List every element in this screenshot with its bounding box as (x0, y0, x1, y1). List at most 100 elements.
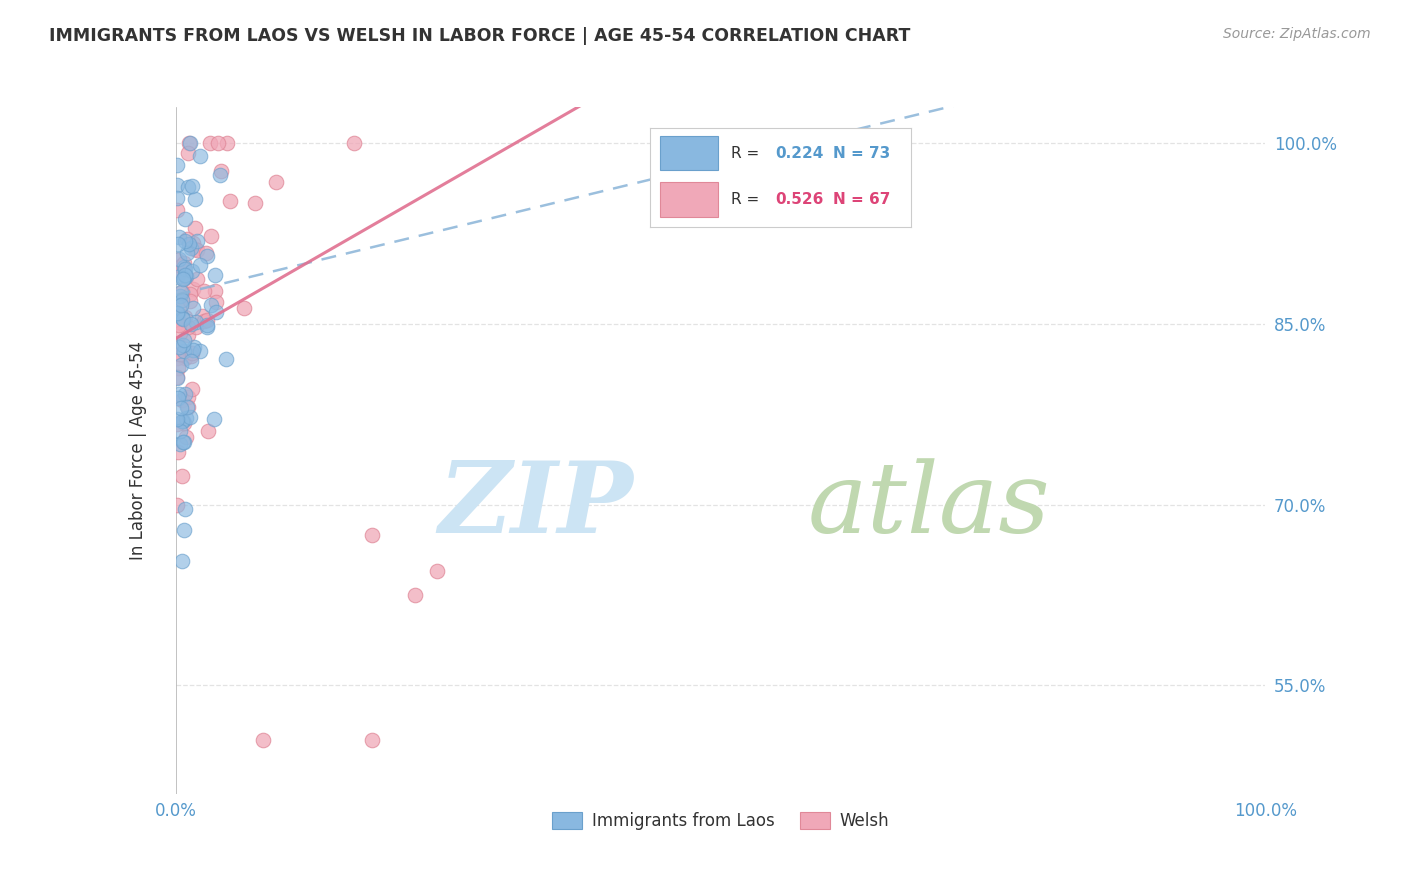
Point (195, 319, 218, 334)
Point (194, 246, 217, 260)
Point (173, 416, 195, 430)
Point (426, 564, 449, 578)
Point (186, 320, 208, 334)
Point (173, 435, 195, 450)
Point (169, 346, 191, 360)
Point (169, 298, 191, 312)
Point (170, 259, 193, 273)
Point (174, 269, 197, 284)
Point (170, 393, 193, 408)
Point (179, 136, 201, 151)
Point (200, 298, 222, 312)
Point (172, 469, 194, 483)
Point (173, 270, 195, 285)
Point (181, 236, 204, 251)
Point (181, 282, 204, 296)
Point (174, 411, 197, 425)
Point (166, 351, 188, 366)
Point (179, 294, 201, 309)
Point (180, 349, 202, 363)
Point (200, 136, 222, 151)
Point (170, 285, 193, 300)
Point (181, 264, 204, 278)
Point (180, 353, 202, 368)
Point (167, 318, 190, 332)
Legend: Immigrants from Laos, Welsh: Immigrants from Laos, Welsh (546, 805, 896, 837)
Point (167, 315, 190, 329)
Point (174, 234, 197, 248)
Point (243, 195, 266, 210)
Point (166, 371, 188, 385)
Point (170, 293, 193, 307)
Point (172, 434, 194, 449)
Point (167, 340, 190, 354)
Point (181, 301, 204, 316)
Point (183, 340, 205, 354)
Point (232, 301, 254, 315)
Point (183, 220, 205, 235)
Point (180, 179, 202, 194)
Point (176, 246, 198, 260)
Text: 0.224: 0.224 (775, 145, 824, 161)
Point (166, 498, 188, 512)
Point (180, 382, 202, 396)
Point (170, 414, 193, 428)
Point (169, 436, 191, 450)
Point (173, 255, 195, 269)
Point (252, 732, 274, 747)
Point (174, 268, 197, 282)
Point (172, 312, 194, 326)
Point (205, 304, 228, 318)
Point (195, 318, 218, 332)
Point (174, 430, 197, 444)
Point (205, 295, 228, 310)
Text: IMMIGRANTS FROM LAOS VS WELSH IN LABOR FORCE | AGE 45-54 CORRELATION CHART: IMMIGRANTS FROM LAOS VS WELSH IN LABOR F… (49, 27, 911, 45)
Point (195, 313, 218, 327)
Point (166, 178, 188, 193)
Point (173, 344, 195, 359)
Point (188, 344, 211, 359)
Point (167, 361, 190, 376)
Point (166, 412, 188, 426)
Point (183, 343, 205, 357)
Text: R =: R = (731, 192, 763, 207)
Point (184, 192, 207, 206)
Point (180, 242, 202, 256)
Point (190, 148, 212, 162)
Text: ZIP: ZIP (439, 458, 633, 554)
Point (166, 202, 188, 217)
Point (179, 409, 201, 424)
Point (193, 314, 215, 328)
Point (176, 232, 198, 246)
Point (193, 284, 215, 298)
Point (166, 336, 188, 351)
Point (197, 425, 219, 439)
Point (167, 386, 190, 401)
Point (209, 163, 232, 178)
Point (191, 310, 214, 324)
Point (174, 268, 197, 283)
Point (204, 284, 226, 298)
Point (188, 258, 211, 272)
Point (179, 136, 201, 151)
Text: atlas: atlas (807, 458, 1050, 553)
Point (172, 338, 194, 352)
Point (173, 318, 195, 333)
Point (169, 401, 191, 416)
Point (167, 445, 190, 459)
Text: 0.526: 0.526 (775, 192, 824, 207)
Point (177, 179, 200, 194)
Point (169, 288, 191, 302)
Point (202, 412, 225, 426)
Point (176, 401, 198, 415)
Point (167, 265, 190, 279)
Point (166, 236, 188, 251)
Point (186, 272, 208, 286)
Point (167, 392, 190, 406)
FancyBboxPatch shape (661, 136, 717, 170)
Point (173, 351, 195, 366)
Point (179, 287, 201, 301)
Point (166, 306, 188, 320)
Point (360, 732, 382, 747)
Point (264, 176, 287, 190)
